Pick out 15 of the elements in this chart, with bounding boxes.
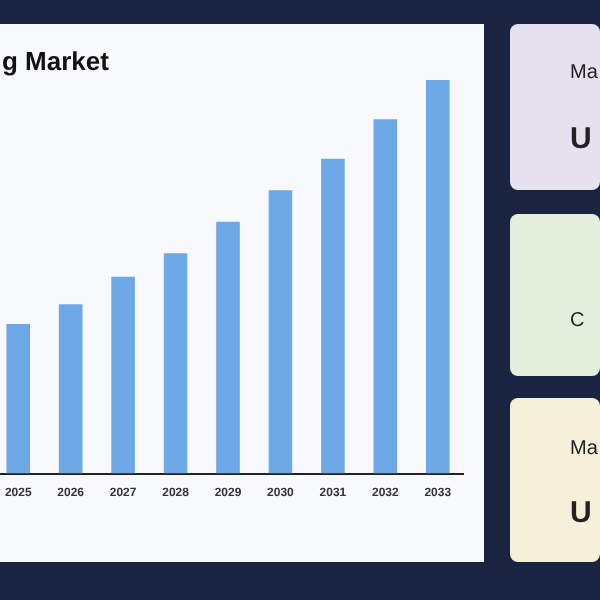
- bar: [268, 190, 293, 474]
- text: C: [570, 310, 585, 332]
- text: Ma: [570, 62, 598, 84]
- bar: [321, 158, 345, 474]
- chart-title: g Market: [2, 46, 109, 76]
- bar: [425, 80, 450, 474]
- bar: [373, 119, 398, 474]
- text: U: [570, 122, 592, 156]
- bar: [163, 253, 188, 474]
- text: U: [570, 496, 592, 530]
- bar: [6, 324, 31, 474]
- text: Ma: [570, 438, 598, 460]
- bar: [111, 276, 135, 474]
- bar: [58, 304, 83, 474]
- bar: [216, 221, 240, 474]
